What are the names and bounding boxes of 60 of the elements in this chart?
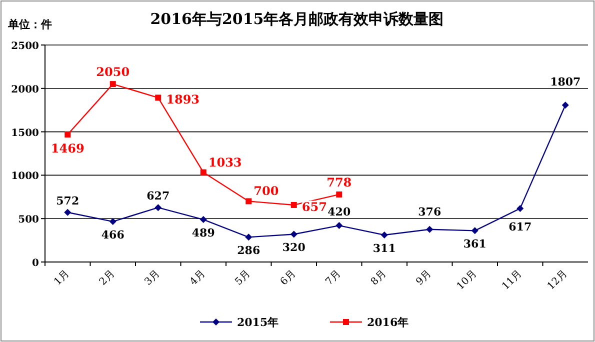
- y-tick-label: 0: [32, 258, 40, 269]
- x-tick-label: 5月: [233, 268, 253, 288]
- data-label: 572: [56, 194, 80, 208]
- data-label: 311: [372, 242, 396, 256]
- point: [155, 94, 162, 101]
- data-label: 489: [192, 226, 215, 240]
- ylabel: 单位：件: [8, 18, 52, 31]
- x-tick-label: 11月: [500, 268, 524, 292]
- y-tick-label: 2500: [11, 41, 40, 52]
- data-label: 466: [101, 228, 125, 242]
- legend-label: 2015年: [237, 316, 279, 329]
- data-label: 1469: [50, 141, 84, 156]
- point: [380, 232, 388, 239]
- data-label: 286: [237, 244, 260, 258]
- point: [154, 204, 162, 212]
- data-label: 778: [326, 175, 352, 190]
- point: [109, 218, 116, 226]
- data-label: 376: [418, 206, 442, 219]
- point: [290, 202, 297, 208]
- point: [562, 102, 569, 109]
- point: [110, 81, 116, 88]
- point: [64, 131, 71, 138]
- y-tick-label: 2000: [11, 84, 40, 96]
- data-label: 617: [508, 220, 532, 234]
- data-label: 657: [302, 200, 327, 214]
- x-tick-label: 3月: [142, 268, 162, 288]
- data-label: 1893: [166, 92, 200, 107]
- data-label: 1033: [208, 155, 242, 170]
- data-label: 361: [463, 238, 486, 251]
- y-tick-label: 1500: [11, 128, 40, 139]
- point: [290, 230, 298, 238]
- x-tick-label: 9月: [414, 268, 434, 288]
- data-label: 627: [146, 190, 170, 203]
- point: [471, 227, 478, 234]
- x-tick-label: 7月: [324, 268, 344, 288]
- point: [336, 191, 342, 198]
- point: [200, 216, 207, 224]
- x-tick-label: 10月: [455, 268, 479, 292]
- y-tick-label: 500: [18, 214, 40, 226]
- point: [245, 234, 252, 241]
- data-label: 2050: [96, 65, 130, 80]
- x-tick-label: 4月: [188, 268, 208, 288]
- data-label: 700: [254, 184, 279, 198]
- x-tick-label: 2月: [98, 268, 117, 288]
- x-tick-label: 8月: [369, 268, 388, 288]
- legend-label: 2016年: [367, 316, 409, 329]
- title: 2016年与2015年各月邮政有效申诉数量图: [150, 10, 444, 28]
- x-tick-label: 1月: [52, 268, 72, 288]
- x-tick-label: 6月: [278, 268, 298, 288]
- point: [246, 198, 252, 204]
- y-tick-label: 1000: [11, 171, 40, 182]
- point: [336, 222, 343, 230]
- point: [426, 226, 434, 233]
- data-label: 320: [282, 241, 306, 254]
- point: [64, 208, 72, 216]
- point: [516, 204, 524, 212]
- x-tick-label: 12月: [546, 268, 570, 292]
- point: [200, 169, 206, 176]
- data-label: 1807: [550, 75, 581, 88]
- data-label: 420: [328, 206, 351, 219]
